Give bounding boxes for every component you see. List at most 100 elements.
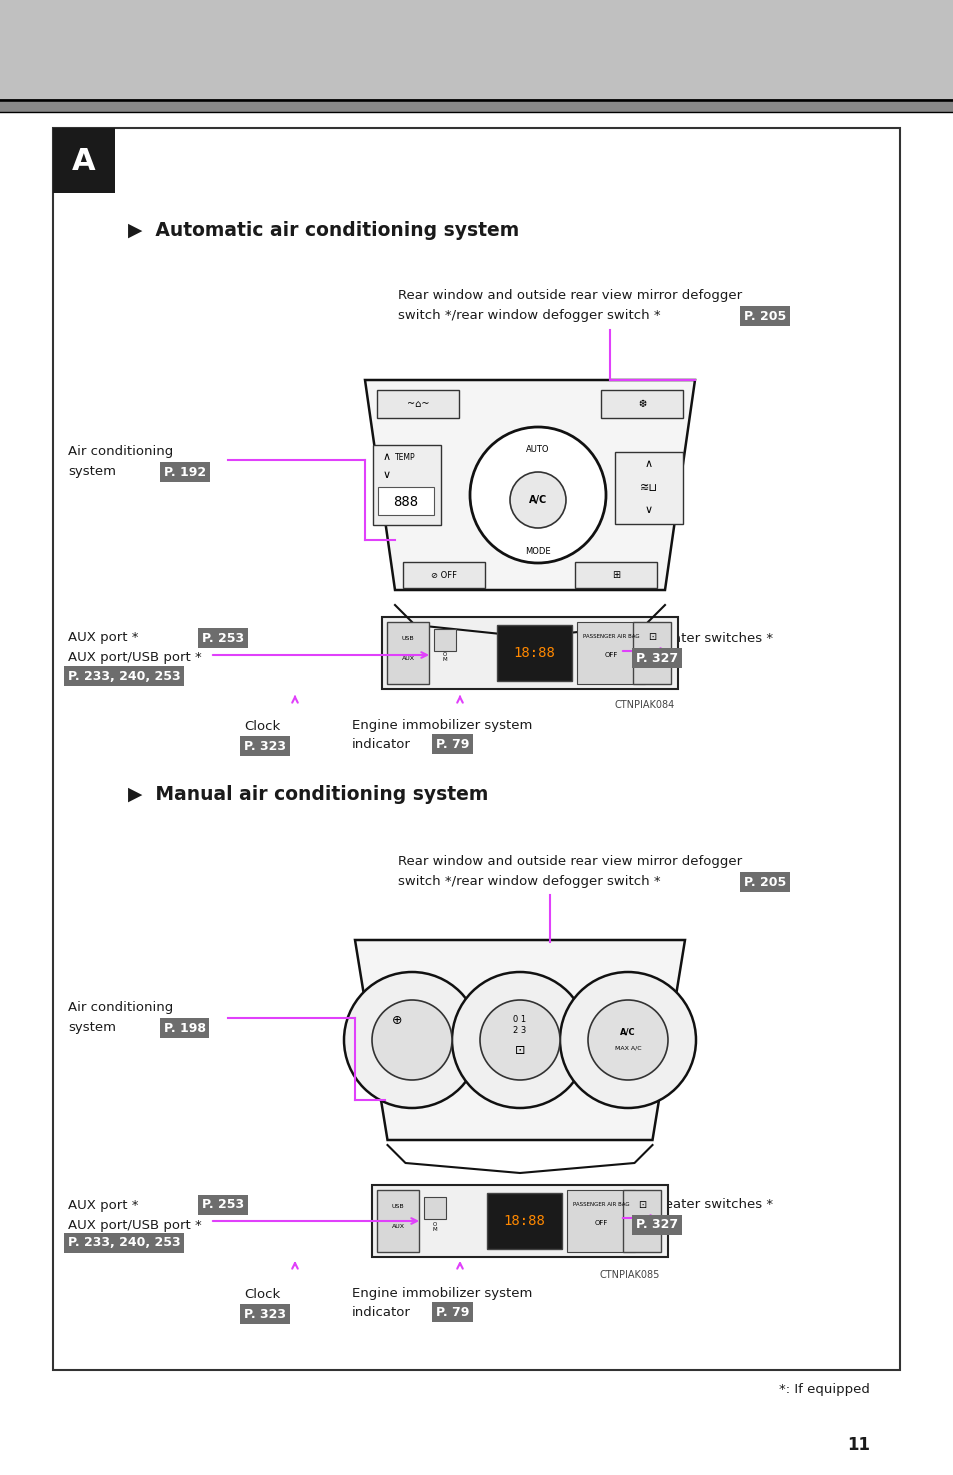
Text: P. 323: P. 323 <box>244 1307 286 1320</box>
Text: P. 253: P. 253 <box>202 1199 244 1211</box>
Text: Rear window and outside rear view mirror defogger: Rear window and outside rear view mirror… <box>397 855 741 869</box>
Text: USB: USB <box>392 1205 404 1209</box>
Bar <box>577 622 644 684</box>
Text: 0 1
2 3: 0 1 2 3 <box>513 1015 526 1034</box>
Circle shape <box>479 1000 559 1080</box>
Text: PASSENGER AIR BAG: PASSENGER AIR BAG <box>572 1202 629 1208</box>
Bar <box>53 128 115 193</box>
Text: indicator: indicator <box>352 1305 411 1319</box>
Text: AUX: AUX <box>401 656 414 661</box>
Text: A: A <box>72 146 95 176</box>
Text: ⊟: ⊟ <box>638 1223 645 1232</box>
Text: O
M: O M <box>433 1221 436 1233</box>
Text: ∧: ∧ <box>644 459 653 469</box>
Text: P. 198: P. 198 <box>164 1022 206 1034</box>
Circle shape <box>470 426 605 563</box>
Bar <box>372 1184 667 1257</box>
Text: CTNPIAK084: CTNPIAK084 <box>615 701 675 709</box>
Text: system: system <box>68 466 116 478</box>
Text: ⊞: ⊞ <box>611 569 619 580</box>
Circle shape <box>510 472 565 528</box>
Text: P. 233, 240, 253: P. 233, 240, 253 <box>68 1236 180 1249</box>
Bar <box>381 617 678 689</box>
Text: ⊡: ⊡ <box>515 1043 525 1056</box>
Text: P. 233, 240, 253: P. 233, 240, 253 <box>68 670 180 683</box>
Text: 888: 888 <box>393 496 418 509</box>
Bar <box>53 128 899 1370</box>
Text: 11: 11 <box>846 1437 869 1454</box>
Text: AUX port/USB port *: AUX port/USB port * <box>68 652 201 665</box>
Text: Rear window and outside rear view mirror defogger: Rear window and outside rear view mirror… <box>397 289 741 302</box>
Bar <box>633 622 670 684</box>
Text: ⊡: ⊡ <box>647 631 656 642</box>
Bar <box>575 562 657 589</box>
Text: ∧: ∧ <box>382 451 391 462</box>
Text: P. 205: P. 205 <box>743 310 785 323</box>
Text: 18:88: 18:88 <box>502 1214 544 1229</box>
Text: P. 327: P. 327 <box>636 652 678 665</box>
Bar <box>434 628 456 650</box>
Text: system: system <box>68 1022 116 1034</box>
Text: USB: USB <box>401 637 414 642</box>
Text: ▶  Manual air conditioning system: ▶ Manual air conditioning system <box>128 786 488 804</box>
Circle shape <box>372 1000 452 1080</box>
Text: P. 79: P. 79 <box>436 738 469 751</box>
Text: 18:88: 18:88 <box>513 646 555 659</box>
Text: Clock: Clock <box>244 1288 280 1301</box>
Text: Seat heater switches *: Seat heater switches * <box>621 1199 772 1211</box>
Text: ⊘ OFF: ⊘ OFF <box>431 571 456 580</box>
Text: P. 327: P. 327 <box>636 1218 678 1232</box>
Bar <box>387 622 429 684</box>
Text: ∨: ∨ <box>644 504 653 515</box>
Text: indicator: indicator <box>352 738 411 751</box>
Circle shape <box>452 972 587 1108</box>
Text: Seat heater switches *: Seat heater switches * <box>621 631 772 645</box>
Text: ~⌂~: ~⌂~ <box>406 400 429 409</box>
Polygon shape <box>355 940 684 1140</box>
Text: A/C: A/C <box>619 1028 635 1037</box>
Bar <box>615 451 682 524</box>
Text: AUX port/USB port *: AUX port/USB port * <box>68 1218 201 1232</box>
Text: switch */rear window defogger switch *: switch */rear window defogger switch * <box>397 310 659 323</box>
Text: MODE: MODE <box>525 547 550 556</box>
Bar <box>622 1190 660 1252</box>
Text: OFF: OFF <box>603 652 617 658</box>
Bar <box>566 1190 635 1252</box>
Text: P. 323: P. 323 <box>244 739 286 752</box>
Text: Engine immobilizer system: Engine immobilizer system <box>352 720 532 733</box>
Text: Air conditioning: Air conditioning <box>68 445 173 459</box>
Text: P. 253: P. 253 <box>202 631 244 645</box>
Text: *: If equipped: *: If equipped <box>779 1384 869 1397</box>
Bar <box>497 625 572 681</box>
Bar <box>423 1198 446 1218</box>
Text: Clock: Clock <box>244 720 280 733</box>
Text: A/C: A/C <box>528 496 547 504</box>
Text: MAX A/C: MAX A/C <box>614 1046 640 1050</box>
Circle shape <box>587 1000 667 1080</box>
Bar <box>0 102 953 112</box>
Text: ❆: ❆ <box>638 400 645 409</box>
Bar <box>0 0 953 100</box>
Text: TEMP: TEMP <box>395 453 416 462</box>
Bar <box>377 487 434 515</box>
Bar <box>600 389 682 417</box>
Text: P. 192: P. 192 <box>164 466 206 478</box>
Text: OFF: OFF <box>594 1220 607 1226</box>
Polygon shape <box>365 381 695 590</box>
Text: ≋⊔: ≋⊔ <box>639 482 658 493</box>
Text: Engine immobilizer system: Engine immobilizer system <box>352 1288 532 1301</box>
Bar <box>402 562 484 589</box>
Text: CTNPIAK085: CTNPIAK085 <box>599 1270 659 1280</box>
Text: ⊕: ⊕ <box>392 1013 402 1027</box>
Text: ∨: ∨ <box>382 471 391 479</box>
Bar <box>373 445 440 525</box>
Text: P. 79: P. 79 <box>436 1305 469 1319</box>
Text: AUTO: AUTO <box>526 445 549 454</box>
Circle shape <box>559 972 696 1108</box>
Text: ⊡: ⊡ <box>638 1201 645 1209</box>
Text: AUX: AUX <box>391 1224 404 1230</box>
Bar <box>376 1190 418 1252</box>
Bar <box>376 389 458 417</box>
Text: AUX port *: AUX port * <box>68 631 138 645</box>
Text: ⊟: ⊟ <box>648 655 655 664</box>
